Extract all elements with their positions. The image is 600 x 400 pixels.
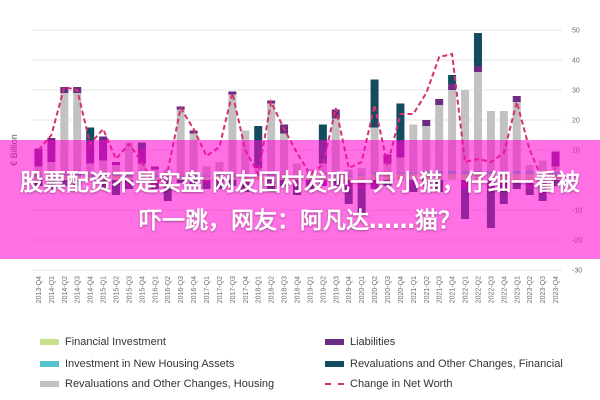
y-tick-label: 20 [572, 118, 580, 125]
legend-label-liabilities: Liabilities [350, 336, 396, 348]
x-tick-label: 2020-Q2 [372, 276, 379, 303]
x-tick-label: 2023-Q4 [553, 276, 560, 303]
x-tick-label: 2021-Q4 [450, 276, 457, 303]
legend-label-financial-investment: Financial Investment [65, 336, 166, 348]
x-tick-label: 2021-Q3 [437, 276, 444, 303]
x-tick-label: 2023-Q2 [527, 276, 534, 303]
x-tick-label: 2016-Q3 [178, 276, 185, 303]
bar-liabilities-2017-Q3 [228, 91, 237, 95]
x-tick-label: 2021-Q1 [411, 276, 418, 303]
x-tick-label: 2020-Q3 [385, 276, 392, 303]
x-tick-label: 2019-Q2 [320, 276, 327, 303]
x-tick-label: 2017-Q3 [230, 276, 237, 303]
caption-text: 股票配资不是实盘 网友回村发现一只小猫，仔细一看被吓一跳，网友：阿凡达……猫？ [19, 170, 580, 234]
y-tick-label: 50 [572, 28, 580, 35]
bar-revaluations-and-other-changes-housing-2021-Q3 [435, 105, 444, 171]
bar-revaluations-and-other-changes-financial-2020-Q2 [370, 79, 379, 128]
bar-revaluations-and-other-changes-financial-2014-Q4 [86, 127, 95, 143]
legend-item-revaluations-financial: Revaluations and Other Changes, Financia… [325, 356, 563, 372]
x-tick-label: 2020-Q4 [398, 276, 405, 303]
bar-liabilities-2021-Q4 [448, 84, 457, 90]
x-tick-label: 2018-Q4 [295, 276, 302, 303]
x-tick-label: 2018-Q2 [269, 276, 276, 303]
legend-swatch-revaluations-financial [325, 361, 344, 367]
legend-swatch-financial-investment [40, 339, 59, 345]
legend-label-revaluations-financial: Revaluations and Other Changes, Financia… [350, 358, 563, 370]
y-tick-label: 40 [572, 58, 580, 65]
bar-revaluations-and-other-changes-housing-2018-Q2 [267, 103, 276, 176]
legend-item-financial-investment: Financial Investment [40, 334, 166, 350]
legend-swatch-investment-new-housing [40, 361, 59, 367]
legend-swatch-liabilities [325, 339, 344, 345]
legend-item-investment-new-housing: Investment in New Housing Assets [40, 356, 234, 372]
bar-revaluations-and-other-changes-housing-2022-Q2 [473, 72, 482, 171]
x-tick-label: 2022-Q3 [488, 276, 495, 303]
legend-swatch-revaluations-housing [40, 381, 59, 387]
bar-liabilities-2022-Q2 [473, 66, 482, 72]
x-tick-label: 2015-Q2 [114, 276, 121, 303]
x-tick-label: 2017-Q1 [204, 276, 211, 303]
x-tick-label: 2023-Q3 [540, 276, 547, 303]
x-tick-label: 2019-Q1 [307, 276, 314, 303]
x-tick-label: 2020-Q1 [359, 276, 366, 303]
x-tick-label: 2016-Q2 [165, 276, 172, 303]
bar-revaluations-and-other-changes-financial-2022-Q2 [473, 33, 482, 66]
x-tick-label: 2014-Q3 [75, 276, 82, 303]
x-tick-label: 2022-Q4 [501, 276, 508, 303]
bar-liabilities-2021-Q2 [422, 120, 431, 126]
x-tick-label: 2019-Q4 [346, 276, 353, 303]
bar-liabilities-2021-Q3 [435, 99, 444, 105]
x-tick-label: 2022-Q1 [463, 276, 470, 303]
bar-liabilities-2023-Q1 [512, 96, 521, 102]
legend-label-revaluations-housing: Revaluations and Other Changes, Housing [65, 378, 275, 390]
x-tick-label: 2016-Q4 [191, 276, 198, 303]
y-tick-label: -30 [572, 268, 582, 275]
x-tick-label: 2022-Q2 [476, 276, 483, 303]
x-tick-label: 2017-Q4 [243, 276, 250, 303]
x-tick-label: 2021-Q2 [424, 276, 431, 303]
bar-revaluations-and-other-changes-housing-2014-Q2 [60, 93, 69, 174]
bar-revaluations-and-other-changes-housing-2023-Q1 [512, 102, 521, 171]
x-tick-label: 2014-Q2 [62, 276, 69, 303]
legend-label-investment-new-housing: Investment in New Housing Assets [65, 358, 235, 370]
x-tick-label: 2014-Q1 [49, 276, 56, 303]
bar-revaluations-and-other-changes-housing-2017-Q3 [228, 94, 237, 176]
chart-legend: Financial Investment Investment in New H… [0, 332, 600, 398]
bar-revaluations-and-other-changes-housing-2022-Q1 [461, 90, 470, 171]
bar-revaluations-and-other-changes-financial-2020-Q4 [396, 103, 405, 143]
bar-revaluations-and-other-changes-housing-2021-Q4 [448, 90, 457, 171]
x-tick-label: 2019-Q3 [333, 276, 340, 303]
x-tick-label: 2014-Q4 [88, 276, 95, 303]
x-tick-label: 2018-Q1 [256, 276, 263, 303]
x-tick-label: 2015-Q1 [101, 276, 108, 303]
x-tick-label: 2015-Q4 [139, 276, 146, 303]
caption-overlay [0, 140, 600, 259]
x-tick-label: 2015-Q3 [127, 276, 134, 303]
legend-label-change-net-worth: Change in Net Worth [350, 378, 453, 390]
legend-item-liabilities: Liabilities [325, 334, 395, 350]
x-tick-label: 2013-Q4 [36, 276, 43, 303]
bar-revaluations-and-other-changes-financial-2021-Q4 [448, 75, 457, 84]
x-tick-label: 2018-Q3 [282, 276, 289, 303]
y-tick-label: 30 [572, 88, 580, 95]
bar-liabilities-2019-Q3 [331, 109, 340, 119]
legend-swatch-change-net-worth [325, 383, 344, 385]
x-tick-label: 2023-Q1 [514, 276, 521, 303]
bar-revaluations-and-other-changes-housing-2014-Q3 [73, 93, 82, 174]
legend-item-change-net-worth: Change in Net Worth [325, 376, 453, 392]
x-tick-label: 2016-Q1 [152, 276, 159, 303]
x-tick-label: 2017-Q2 [217, 276, 224, 303]
legend-item-revaluations-housing: Revaluations and Other Changes, Housing [40, 376, 274, 392]
bar-liabilities-2016-Q4 [189, 130, 198, 134]
